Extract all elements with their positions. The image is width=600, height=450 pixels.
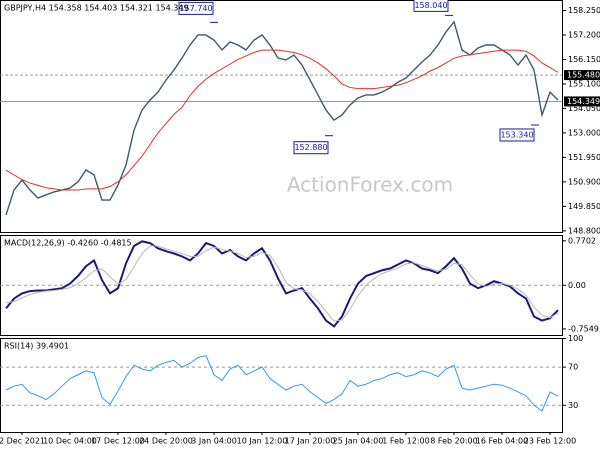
- x-tick-label: 2 Dec 2021: [0, 437, 45, 446]
- y-tick-label: 148.800: [568, 226, 600, 235]
- watermark: ActionForex.com: [287, 173, 453, 197]
- y-tick-label: 151.950: [568, 153, 600, 162]
- annotation-box: [413, 0, 449, 12]
- annotation-label: 153.340: [500, 130, 533, 139]
- x-tick-label: 17 Jan 20:00: [285, 437, 336, 446]
- x-tick-label: 16 Feb 04:00: [476, 437, 528, 446]
- y-tick-label: 70: [568, 363, 578, 372]
- annotation-label: 157.740: [179, 4, 212, 13]
- y-tick-label: 100: [568, 334, 583, 343]
- y-tick-label: 156.150: [568, 55, 600, 64]
- y-tick-label: 157.200: [568, 30, 600, 39]
- annotation-label: 158.040: [414, 1, 447, 10]
- series-line: [5, 49, 559, 191]
- level-box: [564, 70, 600, 81]
- panel-frame: [0, 0, 563, 233]
- y-tick-label: 149.850: [568, 202, 600, 211]
- x-tick-label: 10 Dec 04:00: [43, 437, 97, 446]
- series-line: [5, 20, 559, 216]
- annotation-box: [178, 1, 214, 15]
- y-tick-label: 158.250: [568, 6, 600, 15]
- y-tick-label: 0.7702: [568, 236, 596, 245]
- annotation-box: [499, 128, 535, 142]
- y-tick-label: 154.050: [568, 104, 600, 113]
- y-tick-label: 153.000: [568, 128, 600, 137]
- y-tick-label: 0.00: [568, 281, 586, 290]
- panel-title: MACD(12,26,9) -0.4260 -0.4815: [4, 239, 132, 248]
- panel-frame: [0, 338, 563, 433]
- y-tick-label: 155.100: [568, 79, 600, 88]
- x-tick-label: 25 Jan 04:00: [333, 437, 384, 446]
- x-tick-label: 3 Jan 04:00: [191, 437, 237, 446]
- x-tick-label: 24 Dec 20:00: [139, 437, 193, 446]
- y-tick-label: 30: [568, 401, 578, 410]
- level-label: 155.480: [567, 71, 600, 80]
- y-tick-label: -0.7549: [568, 324, 599, 333]
- x-tick-label: 23 Feb 12:00: [524, 437, 576, 446]
- annotation-box: [293, 141, 329, 155]
- series-line: [5, 355, 559, 412]
- annotation-label: 152.880: [294, 143, 327, 152]
- panel-title: GBPJPY,H4 154.358 154.403 154.321 154.34…: [4, 4, 189, 13]
- level-label: 154.349: [567, 97, 600, 106]
- x-tick-label: 1 Feb 12:00: [382, 437, 429, 446]
- x-tick-label: 17 Dec 12:00: [91, 437, 145, 446]
- x-tick-label: 8 Feb 20:00: [430, 437, 477, 446]
- series-line: [5, 245, 559, 322]
- panel-title: RSI(14) 39.4901: [4, 342, 69, 351]
- x-tick-label: 10 Jan 12:00: [237, 437, 288, 446]
- level-box: [564, 96, 600, 107]
- y-tick-label: 150.900: [568, 177, 600, 186]
